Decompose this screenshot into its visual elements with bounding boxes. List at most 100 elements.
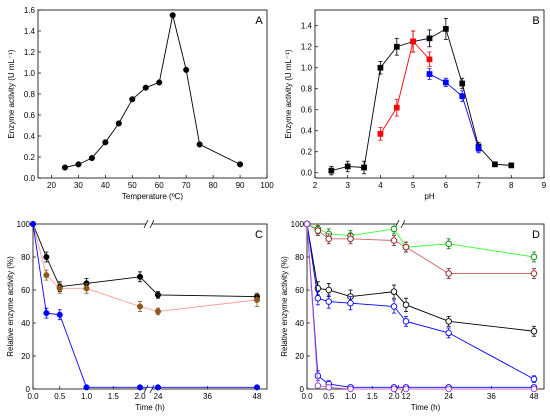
x-tick-label: 2.0 bbox=[134, 392, 146, 401]
data-point bbox=[530, 375, 538, 383]
data-point bbox=[196, 141, 203, 148]
y-tick-label: 0.2 bbox=[24, 153, 36, 162]
x-tick-label: 48 bbox=[253, 392, 262, 401]
data-point bbox=[459, 93, 466, 99]
y-tick-label: 1.2 bbox=[24, 48, 36, 57]
data-point bbox=[508, 162, 515, 169]
data-point bbox=[475, 145, 482, 152]
data-point bbox=[43, 253, 50, 261]
data-point bbox=[154, 308, 162, 315]
x-tick-label: 90 bbox=[236, 181, 245, 190]
y-tick-label: 0.0 bbox=[24, 174, 36, 183]
data-point bbox=[361, 164, 367, 171]
data-point bbox=[390, 288, 398, 295]
data-point bbox=[102, 139, 109, 146]
x-tick-label: 6 bbox=[444, 181, 449, 190]
data-point bbox=[314, 227, 322, 234]
data-point bbox=[43, 310, 50, 317]
data-point bbox=[314, 295, 322, 302]
data-point bbox=[426, 35, 433, 42]
data-point bbox=[253, 296, 261, 303]
data-point bbox=[253, 384, 261, 391]
y-axis-label: Enzyme activity (U mL⁻¹) bbox=[7, 49, 16, 138]
data-point bbox=[325, 298, 333, 305]
x-tick-label: 80 bbox=[209, 181, 218, 190]
data-point bbox=[445, 270, 452, 277]
data-point bbox=[393, 104, 400, 111]
data-point bbox=[303, 220, 311, 228]
series-line bbox=[306, 223, 535, 258]
data-point bbox=[410, 38, 416, 45]
y-tick-label: 1.4 bbox=[24, 27, 36, 36]
y-tick-label: 100 bbox=[291, 220, 305, 229]
plot-frame bbox=[37, 9, 268, 179]
data-point bbox=[136, 384, 144, 391]
plot-frame bbox=[314, 9, 545, 179]
panel-letter: C bbox=[255, 229, 263, 241]
data-point bbox=[445, 240, 452, 248]
data-point bbox=[402, 301, 410, 309]
data-point bbox=[393, 43, 400, 50]
x-axis-label: Time (h) bbox=[135, 403, 165, 412]
x-axis-label: pH bbox=[424, 192, 434, 201]
data-point bbox=[325, 235, 333, 243]
plot-frame bbox=[306, 223, 545, 390]
data-point bbox=[402, 385, 410, 393]
data-point bbox=[347, 385, 354, 393]
data-point bbox=[390, 303, 398, 310]
x-tick-label: 7 bbox=[476, 181, 481, 190]
y-tick-label: 60 bbox=[21, 286, 30, 295]
x-tick-label: 2.0 bbox=[388, 392, 400, 401]
y-tick-label: 1.0 bbox=[301, 64, 313, 73]
data-point bbox=[443, 26, 449, 32]
data-point bbox=[347, 299, 354, 307]
y-axis-label: Relative enzyme activity (%) bbox=[280, 256, 289, 357]
x-tick-label: 30 bbox=[74, 181, 83, 190]
x-tick-label: 1.5 bbox=[108, 392, 120, 401]
data-point bbox=[443, 79, 449, 86]
x-tick-label: 48 bbox=[530, 392, 539, 401]
data-point bbox=[136, 303, 144, 310]
data-point bbox=[154, 384, 162, 391]
y-tick-label: 0.2 bbox=[301, 148, 313, 157]
panel-a: 20 30 40 50 60 70 80 90 100 0.0 0.2 0.4 0.6 0.8 1.0 1.2… bbox=[7, 6, 274, 201]
x-tick-label: 12 bbox=[402, 392, 411, 401]
panel-letter: A bbox=[255, 15, 263, 27]
axis-break-gap bbox=[146, 220, 152, 228]
x-tick-label: 8 bbox=[509, 181, 514, 190]
data-point bbox=[129, 96, 136, 103]
y-tick-label: 0.4 bbox=[301, 127, 313, 136]
data-point bbox=[325, 286, 333, 294]
data-point bbox=[445, 318, 452, 325]
y-tick-label: 60 bbox=[295, 286, 304, 295]
data-point bbox=[445, 329, 452, 337]
y-tick-label: 0 bbox=[26, 385, 31, 394]
series-line bbox=[64, 15, 241, 168]
series-line bbox=[306, 223, 535, 332]
series-line bbox=[429, 73, 480, 149]
data-point bbox=[56, 311, 63, 318]
data-point bbox=[29, 220, 37, 228]
x-tick-label: 100 bbox=[260, 181, 274, 190]
x-tick-label: 60 bbox=[155, 181, 164, 190]
y-tick-label: 0.4 bbox=[24, 132, 36, 141]
x-tick-label: 9 bbox=[542, 181, 547, 190]
data-point bbox=[530, 253, 538, 261]
data-point bbox=[445, 385, 452, 393]
data-point bbox=[390, 237, 398, 244]
y-axis-label: Relative enzyme activity (%) bbox=[6, 256, 15, 357]
x-tick-label: 0.0 bbox=[27, 392, 39, 401]
y-tick-label: 80 bbox=[295, 253, 304, 262]
y-tick-label: 0.8 bbox=[24, 90, 36, 99]
axis-break-gap bbox=[397, 220, 403, 228]
x-tick-label: 0.0 bbox=[301, 392, 313, 401]
data-point bbox=[459, 80, 466, 87]
x-tick-label: 0.5 bbox=[323, 392, 335, 401]
x-axis-label: Temperature (ºC) bbox=[122, 192, 183, 201]
data-point bbox=[88, 155, 95, 162]
data-point bbox=[347, 235, 354, 243]
axis-break-mark bbox=[143, 219, 149, 229]
x-tick-label: 1.0 bbox=[345, 392, 357, 401]
series-line bbox=[306, 223, 534, 274]
